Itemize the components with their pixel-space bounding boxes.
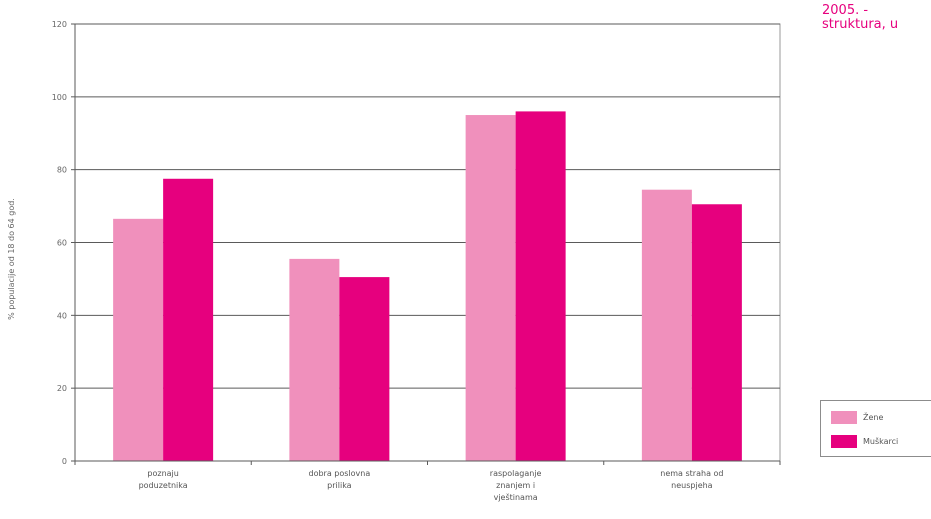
x-category-labels: poznaju poduzetnika dobra poslovna prilika r… [139,469,724,502]
x-category-label-line: nema straha od [660,469,723,478]
bar-muskarci [515,111,566,462]
x-category-label: nema straha od neuspjeha [660,469,723,490]
bar-zene [113,218,164,461]
x-category-label-line: znanjem i [496,481,535,490]
bar-zene [641,189,692,461]
x-category-label: raspolaganje znanjem i vještinama [490,469,542,502]
axes [71,23,781,465]
y-tick-label: 100 [52,93,67,102]
title-line-1: 2005. - [822,3,869,18]
x-category-label-line: vještinama [494,492,538,502]
bar-muskarci [163,178,214,462]
title-line-2: struktura, u [822,17,899,32]
chart-title-fragment: 2005. - struktura, u [822,4,898,32]
y-axis-label: % populacije od 18 do 64 god. [7,198,16,320]
legend-item-zene: Žene [831,409,883,425]
legend-label-zene: Žene [863,412,884,422]
y-tick-label: 20 [57,384,67,393]
bar-muskarci [339,277,390,461]
x-category-label-line: poduzetnika [139,481,188,490]
legend-item-muskarci: Muškarci [831,433,898,449]
bar-zene [289,258,340,461]
bars [113,111,742,462]
x-category-label-line: dobra poslovna [309,469,371,478]
legend: Žene Muškarci [820,400,931,457]
y-tick-label: 60 [57,239,67,248]
x-category-label-line: neuspjeha [671,481,713,490]
y-tick-label: 40 [57,311,67,320]
bar-zene [465,115,516,462]
y-tick-label: 0 [62,457,67,466]
y-tick-labels: 0 20 40 60 80 100 120 [52,20,67,466]
legend-swatch-muskarci [831,434,857,448]
x-category-label-line: prilika [327,481,352,490]
x-category-label: dobra poslovna prilika [309,469,371,490]
bar-muskarci [691,204,742,461]
x-category-label: poznaju poduzetnika [139,469,188,490]
legend-label-muskarci: Muškarci [863,436,899,446]
x-category-label-line: poznaju [147,469,178,478]
y-tick-label: 80 [57,166,67,175]
y-tick-label: 120 [52,20,67,29]
legend-swatch-zene [831,410,857,424]
x-category-label-line: raspolaganje [490,469,542,478]
